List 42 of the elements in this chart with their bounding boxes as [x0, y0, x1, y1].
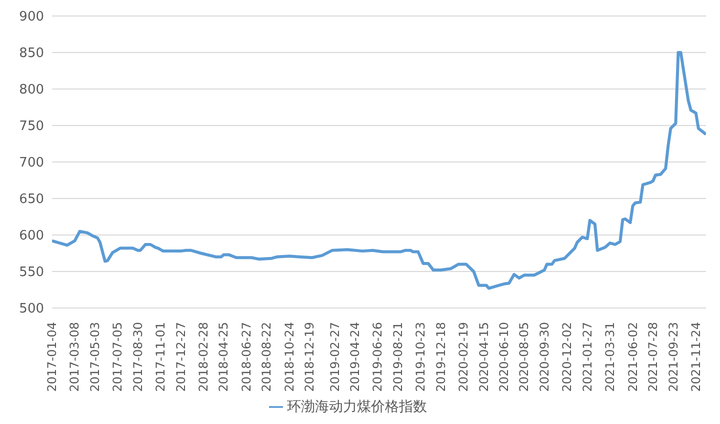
y-tick-label: 600: [19, 228, 44, 244]
x-tick-label: 2018-08-22: [260, 322, 274, 392]
y-tick-label: 850: [19, 46, 44, 62]
x-tick-label: 2020-02-19: [456, 322, 471, 392]
x-tick-label: 2020-08-05: [517, 322, 532, 392]
x-tick-label: 2021-09-23: [666, 322, 681, 392]
x-tick-label: 2020-09-30: [537, 322, 552, 392]
x-tick-label: 2017-11-01: [154, 322, 168, 392]
x-tick-label: 2018-10-24: [282, 322, 296, 392]
x-tick-label: 2018-02-28: [196, 322, 211, 392]
y-tick-label: 750: [19, 119, 44, 134]
y-tick-label: 500: [19, 302, 44, 317]
x-tick-label: 2020-06-10: [496, 322, 511, 392]
x-tick-label: 2019-02-27: [328, 322, 342, 392]
x-tick-label: 2019-06-26: [370, 322, 385, 392]
x-tick-label: 2018-06-27: [239, 322, 254, 392]
x-tick-label: 2019-04-24: [348, 322, 362, 392]
x-tick-label: 2017-05-03: [88, 322, 102, 392]
x-tick-label: 2021-11-24: [688, 322, 703, 392]
y-tick-label: 800: [19, 82, 44, 98]
x-tick-label: 2018-12-19: [302, 322, 317, 392]
x-tick-label: 2017-12-27: [174, 322, 188, 392]
y-tick-label: 550: [19, 265, 44, 280]
y-tick-label: 900: [19, 10, 44, 25]
x-tick-label: 2021-03-31: [603, 322, 618, 392]
y-tick-label: 650: [19, 192, 44, 208]
x-tick-label: 2020-04-15: [476, 322, 491, 392]
x-tick-label: 2017-08-30: [130, 322, 145, 392]
legend-label: 环渤海动力煤价格指数: [287, 399, 427, 415]
x-tick-label: 2017-03-08: [68, 322, 82, 392]
x-tick-label: 2021-01-27: [580, 322, 594, 392]
x-tick-label: 2018-04-25: [216, 322, 231, 392]
x-tick-label: 2020-12-02: [560, 322, 574, 392]
x-tick-label: 2017-07-05: [110, 322, 125, 392]
y-tick-label: 700: [19, 156, 44, 171]
line-series: [52, 51, 706, 290]
x-tick-label: 2019-08-21: [390, 322, 405, 392]
x-tick-label: 2021-06-02: [626, 322, 640, 392]
x-tick-label: 2019-10-23: [414, 322, 428, 392]
x-tick-label: 2021-07-28: [646, 322, 660, 392]
x-tick-label: 2019-12-18: [434, 322, 448, 392]
x-tick-label: 2017-01-04: [45, 322, 59, 392]
